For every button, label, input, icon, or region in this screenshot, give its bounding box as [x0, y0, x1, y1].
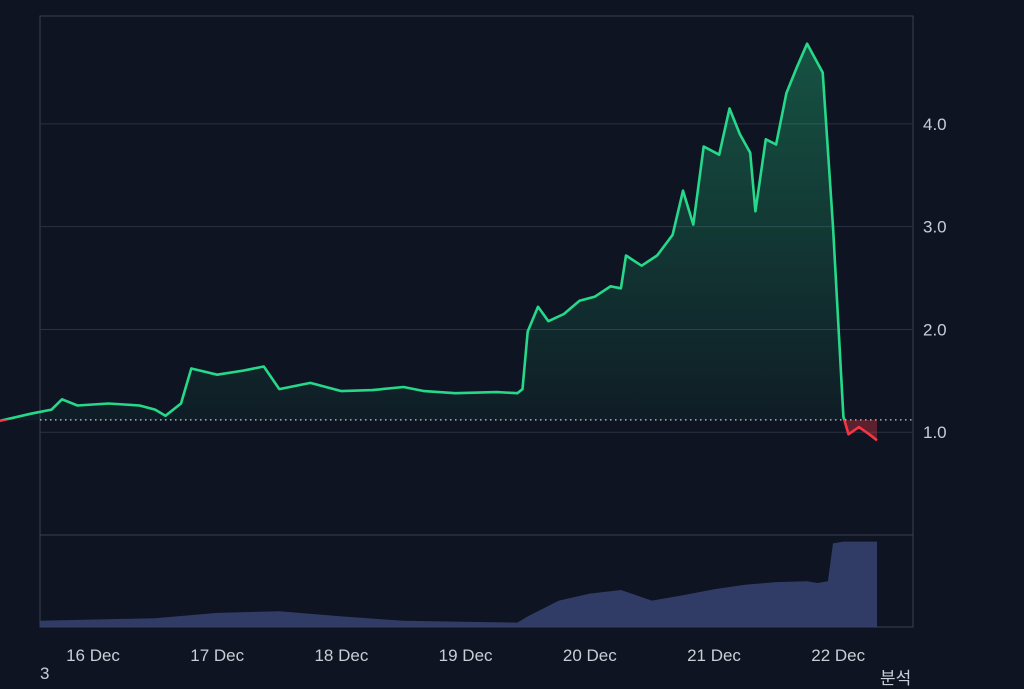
- price-line-up: [0, 42, 846, 420]
- footer-right-text: 분석: [880, 669, 912, 688]
- y-tick-label: 4.0: [923, 115, 947, 134]
- x-tick-label: 16 Dec: [66, 646, 120, 665]
- x-tick-label: 17 Dec: [190, 646, 244, 665]
- volume-series: [40, 541, 877, 627]
- x-tick-label: 22 Dec: [811, 646, 865, 665]
- footer-left-text: 3: [40, 664, 50, 683]
- price-area-fill-up: [4, 43, 845, 420]
- x-tick-label: 19 Dec: [439, 646, 493, 665]
- volume-area: [40, 541, 877, 627]
- y-tick-label: 3.0: [923, 218, 947, 237]
- x-tick-label: 21 Dec: [687, 646, 741, 665]
- x-tick-label: 20 Dec: [563, 646, 617, 665]
- x-tick-label: 18 Dec: [314, 646, 368, 665]
- price-series: [0, 42, 878, 442]
- y-tick-label: 1.0: [923, 423, 947, 442]
- y-tick-label: 2.0: [923, 320, 947, 339]
- x-axis: 16 Dec 17 Dec 18 Dec 19 Dec 20 Dec 21 Dec 22 D…: [66, 646, 866, 665]
- y-axis: 1.0 2.0 3.0 4.0: [923, 115, 947, 442]
